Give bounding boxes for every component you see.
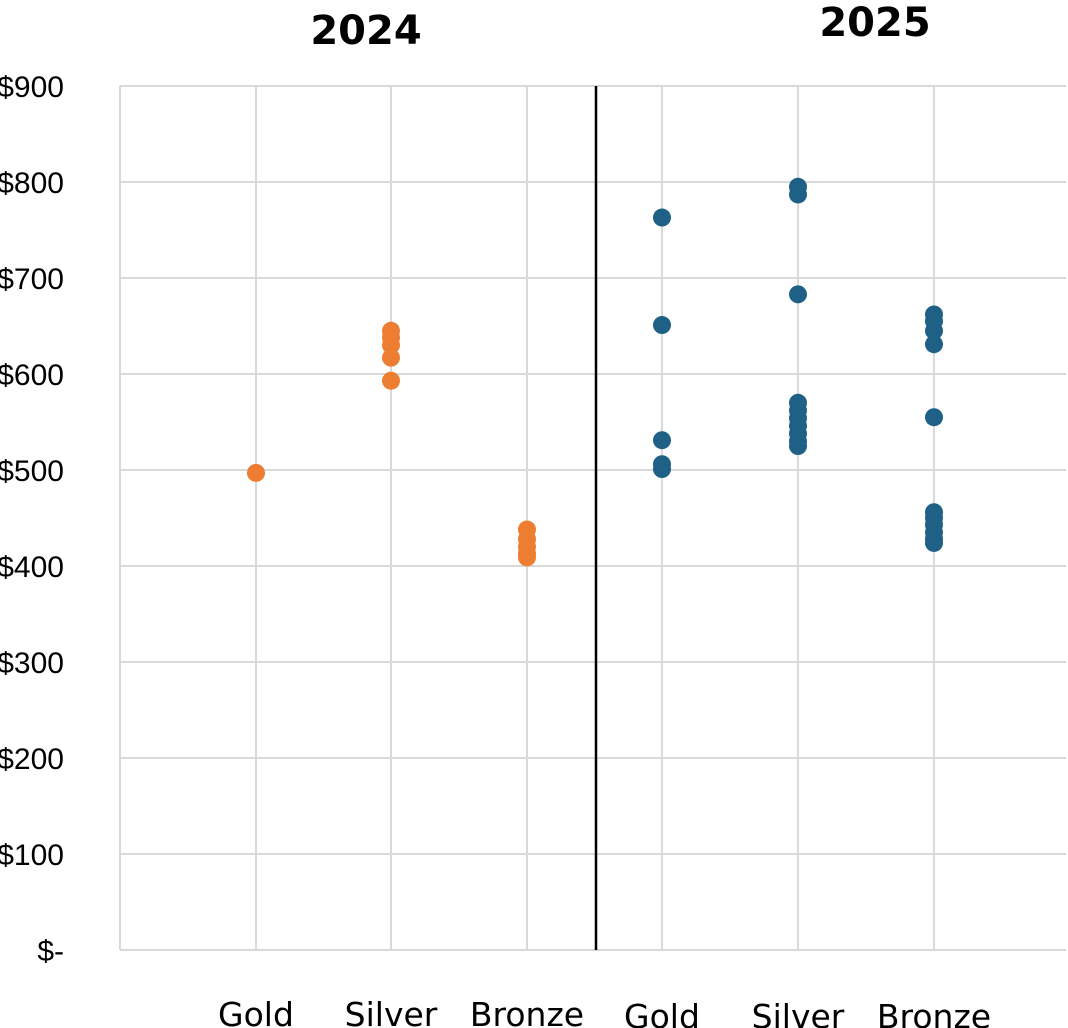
point-2025-silver	[789, 185, 807, 204]
x-axis-tick-labels: Gold Silver Bronze Gold Silver Bronze	[218, 995, 991, 1028]
x-tick-label-2024-silver: Silver	[345, 995, 438, 1028]
y-tick-label: $600	[0, 359, 64, 392]
x-tick-label-2024-gold: Gold	[218, 995, 294, 1028]
point-2025-bronze	[925, 335, 943, 354]
x-tick-label-2025-bronze: Bronze	[877, 997, 991, 1028]
point-2025-bronze	[925, 533, 943, 552]
y-tick-label: $200	[0, 743, 64, 776]
year-title-2024: 2024	[310, 8, 421, 54]
point-2024-bronze	[518, 548, 536, 567]
point-2025-gold	[653, 316, 671, 335]
y-tick-label: $-	[37, 935, 64, 968]
point-2025-silver	[789, 437, 807, 455]
y-tick-label: $400	[0, 551, 64, 584]
horizontal-gridlines	[120, 85, 1066, 951]
vertical-gridlines	[255, 86, 935, 950]
y-axis-tick-labels: $- $100 $200 $300 $400 $500 $600 $700 $800 $900	[0, 71, 64, 968]
y-tick-label: $100	[0, 839, 64, 872]
x-tick-label-2025-gold: Gold	[624, 997, 700, 1028]
point-2024-silver	[382, 371, 400, 390]
y-tick-label: $800	[0, 167, 64, 200]
point-2024-silver	[382, 348, 400, 367]
x-tick-label-2024-bronze: Bronze	[470, 995, 584, 1028]
point-2024-silver	[382, 336, 400, 355]
y-tick-label: $700	[0, 263, 64, 296]
y-tick-label: $900	[0, 71, 64, 104]
point-2024-gold	[247, 463, 265, 482]
y-tick-label: $300	[0, 647, 64, 680]
y-tick-label: $500	[0, 455, 64, 488]
point-2025-gold	[653, 208, 671, 227]
point-2025-gold	[653, 431, 671, 450]
data-points	[247, 177, 943, 567]
point-2025-silver	[789, 285, 807, 304]
year-title-2025: 2025	[819, 0, 930, 46]
point-2025-bronze	[925, 321, 943, 340]
x-tick-label-2025-silver: Silver	[752, 997, 845, 1028]
year-titles: 2024 2025	[310, 0, 930, 54]
point-2025-gold	[653, 460, 671, 479]
point-2025-bronze	[925, 408, 943, 427]
